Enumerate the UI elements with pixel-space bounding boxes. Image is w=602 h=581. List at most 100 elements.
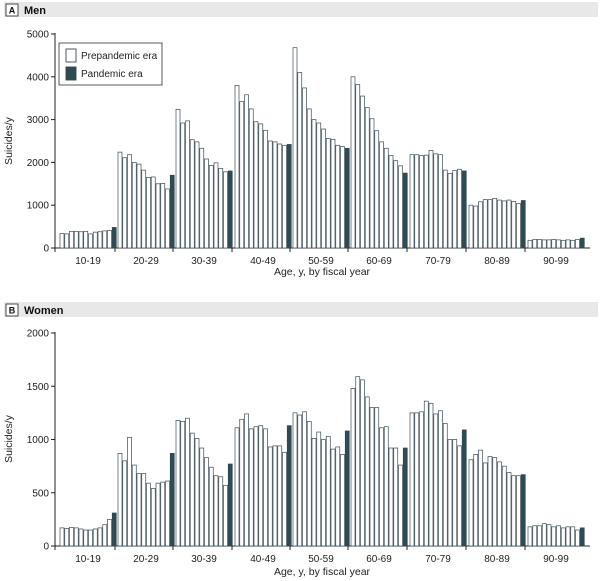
bar-prepandemic [88,233,93,249]
bar-prepandemic [272,141,278,249]
y-tick-label: 4000 [27,72,50,83]
bar-prepandemic [393,160,399,249]
bar-prepandemic [146,177,151,249]
bar-prepandemic [355,376,361,547]
y-tick-label: 1000 [27,435,50,446]
x-tick-label: 40-49 [250,554,276,565]
y-tick-label: 0 [43,244,49,255]
bar-prepandemic [59,527,65,547]
bar-prepandemic [398,464,403,547]
bar-prepandemic [452,439,458,547]
bar-prepandemic [468,204,474,249]
x-tick-label: 60-69 [366,554,392,565]
bar-prepandemic [248,428,254,547]
panel-b-band [4,302,598,317]
bar-prepandemic [551,239,557,249]
bar-prepandemic [414,412,420,547]
bar-pandemic [111,227,117,249]
y-tick-label: 1000 [27,201,50,212]
panel-b-header: B Women [4,302,598,317]
bar-pandemic [227,463,233,547]
bar-prepandemic [185,417,190,547]
bar-prepandemic [122,157,128,249]
bar-prepandemic [92,528,98,547]
bar-prepandemic [527,526,533,547]
bar-prepandemic [556,525,561,547]
x-tick-label: 30-39 [191,554,217,565]
bar-prepandemic [340,146,345,249]
y-tick-label: 0 [43,542,49,553]
bar-prepandemic [516,475,521,547]
bar-prepandemic [369,118,375,249]
bar-prepandemic [575,529,580,547]
bar-prepandemic [497,199,502,249]
bar-prepandemic [267,446,273,547]
bar-prepandemic [297,72,303,249]
bar-prepandemic [457,168,462,249]
panel-a-letter-box [5,3,19,17]
bar-prepandemic [501,465,507,547]
bar-prepandemic [282,144,287,249]
bar-pandemic [227,170,233,249]
bar-prepandemic [282,451,287,547]
bar-pandemic [286,144,292,249]
bar-prepandemic [473,205,479,249]
x-tick-label: 20-29 [133,256,159,267]
bar-prepandemic [570,239,576,249]
bar-prepandemic [136,473,142,547]
panel-b-letter: B [9,306,16,316]
bar-prepandemic [297,414,303,547]
bar-prepandemic [330,448,336,547]
bar-pandemic [461,170,467,249]
bar-prepandemic [150,488,156,547]
bar-prepandemic [175,108,181,249]
bar-prepandemic [511,475,517,547]
bar-prepandemic [213,475,219,547]
bar-prepandemic [88,529,93,547]
bar-prepandemic [253,121,259,249]
panel-b-ylabel: Suicides/y [3,414,15,463]
bar-prepandemic [316,122,322,249]
bar-prepandemic [388,447,394,547]
bar-prepandemic [321,128,326,249]
bar-prepandemic [218,168,224,249]
bar-prepandemic [213,162,219,249]
bar-prepandemic [482,199,488,249]
bar-prepandemic [223,484,228,547]
bar-prepandemic [267,140,273,249]
bar-prepandemic [155,183,161,249]
bar-prepandemic [428,402,434,547]
bar-prepandemic [180,122,186,249]
bar-prepandemic [492,457,498,547]
legend-label-pandemic: Pandemic era [81,69,143,80]
bar-prepandemic [97,527,103,547]
bar-prepandemic [263,428,268,547]
bar-prepandemic [131,162,137,249]
bar-prepandemic [59,233,65,249]
bar-prepandemic [155,482,161,547]
bar-prepandemic [551,526,557,547]
bar-prepandemic [248,108,254,249]
bar-prepandemic [102,230,108,249]
legend-label-prepandemic: Prepandemic era [81,51,158,62]
bar-pandemic [344,147,350,249]
bar-prepandemic [560,239,566,249]
bar-prepandemic [69,527,74,547]
bar-prepandemic [97,231,103,249]
bar-prepandemic [78,231,84,249]
bar-prepandemic [141,169,147,249]
y-tick-label: 500 [32,488,49,499]
bar-pandemic [579,237,585,249]
bar-prepandemic [189,139,195,249]
bar-prepandemic [452,170,458,249]
bar-prepandemic [117,151,123,249]
bar-prepandemic [506,472,512,547]
bar-prepandemic [532,525,538,547]
bar-prepandemic [165,188,170,249]
bar-prepandemic [414,154,420,249]
panel-b-xlabel: Age, y, by fiscal year [274,566,371,578]
bar-prepandemic [478,449,483,547]
bar-prepandemic [442,169,448,249]
bar-prepandemic [107,230,112,249]
